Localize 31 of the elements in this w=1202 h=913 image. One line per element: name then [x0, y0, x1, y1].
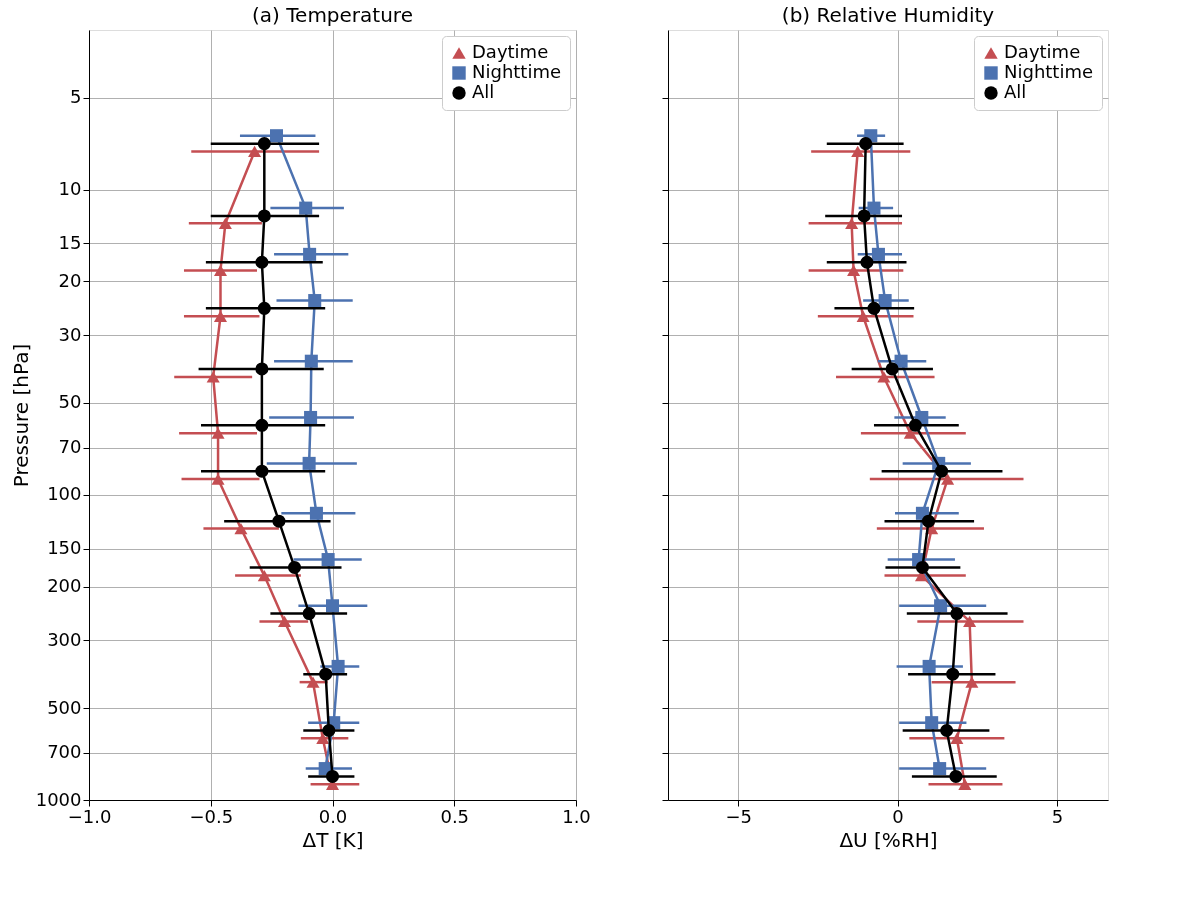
- y-tick-label: 5: [70, 86, 82, 108]
- legend-label: Nighttime: [472, 61, 562, 82]
- x-tick-label: 0.0: [318, 805, 348, 827]
- x-tick-label: −0.5: [189, 805, 234, 827]
- y-tick-label: 700: [47, 741, 82, 763]
- legend-label: All: [1004, 81, 1027, 102]
- x-tick-label: 5: [1051, 805, 1064, 827]
- legend-label: Daytime: [1004, 41, 1081, 62]
- x-tick-label: 0.5: [440, 805, 470, 827]
- y-tick-label: 15: [58, 231, 82, 253]
- y-tick-label: 500: [47, 696, 82, 718]
- y-tick-label: 300: [47, 628, 82, 650]
- y-tick-label: 10: [58, 178, 82, 200]
- y-axis-title: Pressure [hPa]: [8, 343, 33, 488]
- x-axis-title: ΔU [%RH]: [839, 827, 938, 852]
- x-tick-label: −5: [725, 805, 752, 827]
- legend-label: Nighttime: [1004, 61, 1094, 82]
- y-tick-label: 70: [58, 436, 82, 458]
- y-tick-label: 150: [47, 537, 82, 559]
- y-tick-label: 20: [58, 269, 82, 291]
- y-tick-label: 50: [58, 391, 82, 413]
- y-tick-label: 100: [47, 483, 82, 505]
- legend-label: All: [472, 81, 495, 102]
- x-axis-title: ΔT [K]: [302, 827, 364, 852]
- x-tick-label: 0: [892, 805, 904, 827]
- y-tick-label: 200: [47, 575, 82, 597]
- x-tick-label: 1.0: [562, 805, 591, 827]
- legend-label: Daytime: [472, 41, 549, 62]
- chart-title: (b) Relative Humidity: [781, 3, 995, 27]
- y-tick-label: 30: [58, 323, 82, 345]
- chart-title: (a) Temperature: [252, 3, 413, 27]
